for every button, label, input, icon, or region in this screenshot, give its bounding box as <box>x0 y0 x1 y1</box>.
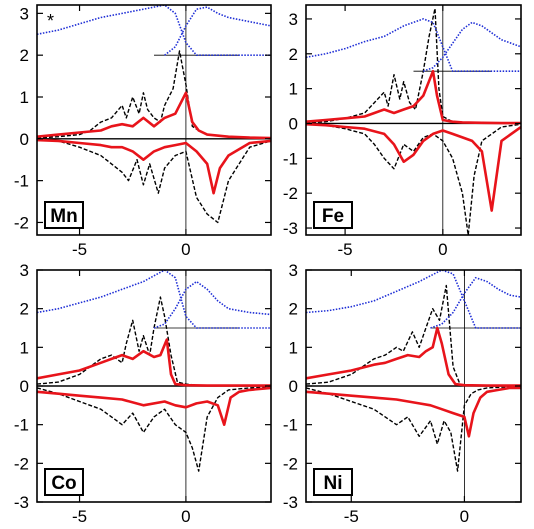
y-tick-label: -2 <box>14 213 29 232</box>
series-black-dashed-0 <box>37 50 271 139</box>
plot-frame <box>36 4 272 236</box>
x-tick-label: 0 <box>438 240 447 259</box>
series-black-dashed-0 <box>37 296 271 387</box>
x-tick-label: 0 <box>460 507 469 526</box>
panel-fe: -3 -2 -1 0 1 2 3 -5 0 Fe <box>283 4 522 259</box>
y-tick-label: -1 <box>14 416 29 435</box>
series-red-solid-2 <box>37 338 271 387</box>
element-label: Ni <box>324 473 343 494</box>
y-tick-label: -2 <box>283 184 298 203</box>
y-tick-label: 0 <box>20 377 29 396</box>
element-label-box <box>44 201 84 229</box>
series-red-solid-2 <box>306 69 521 125</box>
y-tick-label: 2 <box>20 300 29 319</box>
y-tick-label: -3 <box>283 219 298 238</box>
series-red-solid-3 <box>37 138 271 195</box>
y-tick-label: -1 <box>14 172 29 191</box>
y-tick-label: -3 <box>14 493 29 512</box>
y-tick-label: -1 <box>283 416 298 435</box>
y-tick-label: 0 <box>289 114 298 133</box>
element-label-box <box>44 468 84 496</box>
y-tick-label: 1 <box>20 88 29 107</box>
y-tick-label: 3 <box>20 261 29 280</box>
star-mark: * <box>47 11 54 31</box>
plot-frame <box>305 4 522 236</box>
x-tick-label: 0 <box>181 507 190 526</box>
panel-mn: -2 -1 0 1 2 3 -5 0 Mn * <box>14 4 272 259</box>
series-blue-dotted-4 <box>306 270 521 329</box>
x-tick-label: -5 <box>338 240 353 259</box>
series-black-dashed-1 <box>37 139 271 224</box>
y-tick-label: 3 <box>289 261 298 280</box>
series-black-dashed-0 <box>306 284 521 387</box>
series-red-solid-3 <box>306 122 521 212</box>
x-tick-label: -5 <box>344 507 359 526</box>
y-tick-label: -3 <box>283 493 298 512</box>
series-blue-dotted-5 <box>153 280 271 329</box>
y-tick-label: 1 <box>289 80 298 99</box>
element-label: Fe <box>322 206 344 227</box>
element-label-box <box>313 468 353 496</box>
element-label: Co <box>51 473 76 494</box>
element-label: Mn <box>50 206 77 227</box>
series-blue-dotted-5 <box>430 276 521 329</box>
panel-ni: -3 -2 -1 0 1 2 3 -5 0 Ni <box>283 261 522 526</box>
y-tick-label: -2 <box>283 454 298 473</box>
y-tick-label: 3 <box>289 10 298 29</box>
y-tick-label: 3 <box>20 4 29 23</box>
series-black-dashed-1 <box>37 386 271 472</box>
element-label-box <box>313 201 353 229</box>
x-tick-label: -5 <box>72 507 87 526</box>
y-tick-label: 1 <box>20 338 29 357</box>
series-red-solid-3 <box>306 386 521 438</box>
series-red-solid-2 <box>306 326 521 387</box>
x-tick-label: 0 <box>181 240 190 259</box>
x-tick-label: -5 <box>72 240 87 259</box>
y-tick-label: 2 <box>289 300 298 319</box>
series-red-solid-3 <box>37 386 271 426</box>
series-blue-dotted-5 <box>164 6 271 56</box>
y-tick-label: -2 <box>14 454 29 473</box>
series-blue-dotted-4 <box>37 270 271 329</box>
series-blue-dotted-5 <box>423 21 521 72</box>
y-tick-label: 0 <box>289 377 298 396</box>
series-black-dashed-1 <box>306 385 521 472</box>
y-tick-label: -1 <box>283 149 298 168</box>
panel-co: -3 -2 -1 0 1 2 3 -5 0 Co <box>14 261 272 526</box>
series-blue-dotted-4 <box>37 5 271 56</box>
y-tick-label: 2 <box>20 46 29 65</box>
y-tick-label: 1 <box>289 338 298 357</box>
y-tick-label: 2 <box>289 45 298 64</box>
series-red-solid-2 <box>37 91 271 140</box>
y-tick-label: 0 <box>20 130 29 149</box>
series-blue-dotted-4 <box>306 18 521 72</box>
